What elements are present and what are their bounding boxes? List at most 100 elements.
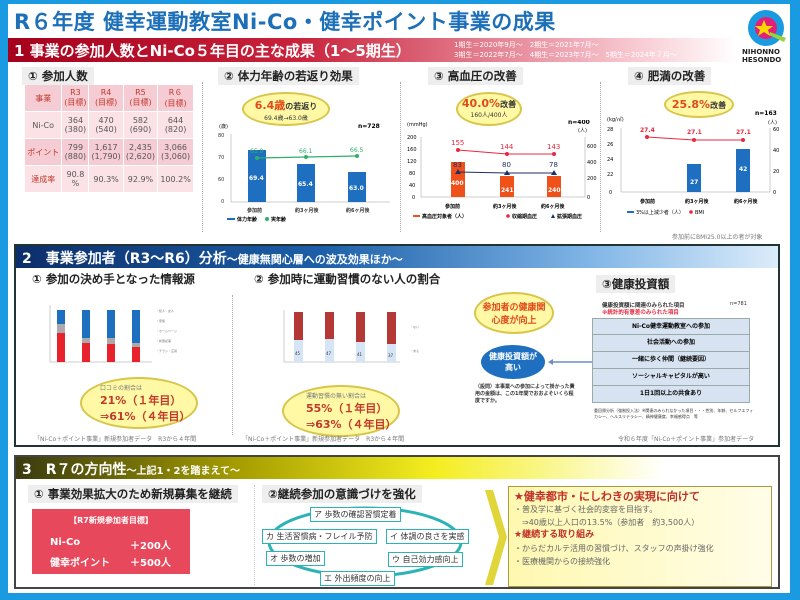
info-source-title: ① 参加の決め手となった情報源 — [26, 270, 201, 288]
svg-text:(人): (人) — [768, 120, 777, 126]
svg-text:66.5: 66.5 — [350, 147, 364, 154]
logo-text: NIHONNO HESONDO — [742, 48, 782, 64]
svg-text:・ホームページ: ・ホームページ — [156, 328, 177, 333]
svg-text:約6ヶ月後: 約6ヶ月後 — [541, 203, 565, 210]
svg-text:83: 83 — [453, 161, 462, 169]
svg-text:n=728: n=728 — [358, 123, 380, 130]
info-source-bubble: 口コミの割合は 21%（１年目） ⇒61%（４年目） — [80, 377, 198, 429]
fitness-title: ② 体力年齢の若返り効果 — [218, 67, 359, 85]
svg-text:20: 20 — [773, 169, 779, 175]
cycle-item-a: ア 歩数の確認習慣定着 — [310, 507, 401, 522]
svg-text:n=400: n=400 — [568, 120, 590, 126]
svg-text:27: 27 — [690, 179, 698, 186]
svg-text:高血圧対象者（人）: 高血圧対象者（人） — [422, 213, 467, 220]
obesity-note: 参加前にBMI25.0以上の者が対象 — [672, 234, 763, 241]
svg-text:27.1: 27.1 — [736, 129, 751, 136]
obesity-chart: (kg/㎡) n=163 (人) 28 26 24 22 0 60 40 20 0 27.4 27.… — [607, 110, 779, 216]
svg-text:・チラシ・広報: ・チラシ・広報 — [156, 348, 177, 353]
page-title: R６年度 健幸運動教室Ni-Co・健幸ポイント事業の成果 — [14, 10, 556, 34]
svg-text:約6ヶ月後: 約6ヶ月後 — [734, 198, 758, 205]
svg-text:24: 24 — [607, 157, 613, 163]
svg-text:78: 78 — [549, 161, 558, 169]
svg-text:0: 0 — [587, 195, 590, 201]
svg-text:体力年齢: 体力年齢 — [237, 216, 258, 223]
svg-text:63.0: 63.0 — [349, 185, 364, 192]
section3-header: 3 R７の方向性～上記1・2を踏まえて～ — [16, 457, 778, 479]
svg-text:80: 80 — [218, 133, 224, 139]
svg-text:120: 120 — [407, 159, 417, 165]
svg-text:200: 200 — [407, 135, 417, 141]
recruit-title: ① 事業効果拡大のため新規募集を継続 — [28, 485, 238, 503]
svg-text:37: 37 — [388, 353, 394, 358]
cycle-item-u: ウ 自己効力感向上 — [388, 552, 463, 567]
svg-text:400: 400 — [451, 180, 464, 187]
svg-text:実年齢: 実年齢 — [271, 216, 287, 223]
cycle-item-i: イ 体調の良さを実感 — [386, 529, 469, 544]
section1-header: 1 事業の参加人数とNi-Co５年目の主な成果（1～5期生） 1期生＝2020年… — [8, 38, 738, 62]
svg-text:・ない: ・ない — [410, 324, 419, 329]
svg-text:42: 42 — [739, 166, 747, 173]
invest-oval: 健康投資額が高い — [481, 345, 545, 379]
svg-text:41: 41 — [357, 352, 363, 357]
svg-text:3%以上減少者（人）: 3%以上減少者（人） — [636, 209, 684, 216]
svg-text:60: 60 — [218, 177, 224, 183]
bp-bubble: 40.0%改善 160人/400人 — [456, 92, 522, 126]
svg-text:n=163: n=163 — [755, 110, 777, 117]
svg-text:27.1: 27.1 — [687, 129, 702, 136]
svg-text:参加前: 参加前 — [247, 207, 262, 214]
bp-title: ③ 高血圧の改善 — [428, 67, 523, 85]
svg-text:22: 22 — [607, 172, 613, 178]
svg-text:60: 60 — [773, 127, 779, 133]
fitness-bubble: 6.4歳の若返り 69.4歳→63.0歳 — [242, 92, 330, 126]
svg-text:28: 28 — [607, 127, 613, 133]
svg-text:80: 80 — [502, 161, 511, 169]
svg-text:0: 0 — [773, 190, 776, 196]
participants-title: ① 参加人数 — [22, 67, 94, 85]
fitness-chart: (歳) n=728 80 70 60 0 65.9 66.1 66.5 69.4 65.4 63… — [218, 123, 390, 223]
cycle-item-o: オ 歩数の増加 — [266, 551, 325, 566]
svg-text:・ある: ・ある — [410, 348, 419, 353]
habit-chart: 45 47 41 37 ・ない・ある — [283, 310, 419, 363]
nihonno-hesondo-logo — [748, 10, 786, 46]
svg-text:65.9: 65.9 — [250, 148, 264, 155]
svg-text:(mmHg): (mmHg) — [407, 122, 428, 128]
svg-text:45: 45 — [295, 351, 301, 356]
svg-text:・知人・友人: ・知人・友人 — [156, 308, 174, 313]
svg-text:40: 40 — [409, 183, 415, 189]
svg-text:160: 160 — [407, 147, 417, 153]
svg-text:66.1: 66.1 — [299, 148, 313, 155]
svg-text:・家族: ・家族 — [156, 318, 165, 323]
svg-text:約3ヶ月後: 約3ヶ月後 — [685, 198, 709, 205]
info-source-chart: ・知人・友人・家族・ホームページ・新聞記事・チラシ・広報 — [49, 305, 177, 363]
svg-text:26: 26 — [607, 142, 613, 148]
participants-table: 事業 R3 (目標) R4 (目標) R5 (目標) R６ (目標) Ni-Co 364 … — [24, 84, 194, 193]
svg-text:200: 200 — [587, 176, 597, 182]
svg-text:600: 600 — [587, 144, 597, 150]
invest-list: Ni-Co健幸運動教室への参加 社会活動への参加 一緒に歩く仲間（継続要因） ソ… — [592, 318, 750, 403]
chevron-right-icon — [485, 490, 507, 585]
svg-text:約3ヶ月後: 約3ヶ月後 — [295, 207, 319, 214]
svg-text:(kg/㎡): (kg/㎡) — [607, 116, 624, 123]
svg-text:65.4: 65.4 — [298, 181, 313, 188]
section2-header: 2 事業参加者（R3～R6）分析～健康無関心層への波及効果ほか～ — [16, 246, 778, 268]
svg-text:0: 0 — [412, 195, 415, 201]
svg-text:240: 240 — [548, 187, 561, 194]
svg-text:(歳): (歳) — [219, 123, 228, 130]
svg-text:80: 80 — [409, 171, 415, 177]
svg-text:400: 400 — [587, 160, 597, 166]
cycle-title: ②継続参加の意識づけを強化 — [262, 485, 422, 503]
svg-text:約6ヶ月後: 約6ヶ月後 — [346, 207, 370, 214]
svg-text:参加前: 参加前 — [640, 198, 655, 205]
svg-text:(人): (人) — [578, 128, 587, 134]
invest-title: ③健康投資額 — [596, 275, 676, 293]
habit-title: ② 参加時に運動習慣のない人の割合 — [248, 270, 447, 288]
svg-text:参加前: 参加前 — [445, 203, 460, 210]
recruit-goal-box: 【R7新規参加者目標】 Ni-Co ＋200人 健幸ポイント ＋500人 — [32, 509, 190, 574]
obesity-bubble: 25.8%改善 — [664, 91, 734, 118]
svg-text:47: 47 — [326, 351, 332, 356]
cycle-item-ka: カ 生活習慣病・フレイル予防 — [262, 529, 377, 544]
svg-text:・新聞記事: ・新聞記事 — [156, 338, 171, 343]
svg-text:69.4: 69.4 — [249, 175, 264, 182]
arrow-icon — [548, 359, 592, 365]
